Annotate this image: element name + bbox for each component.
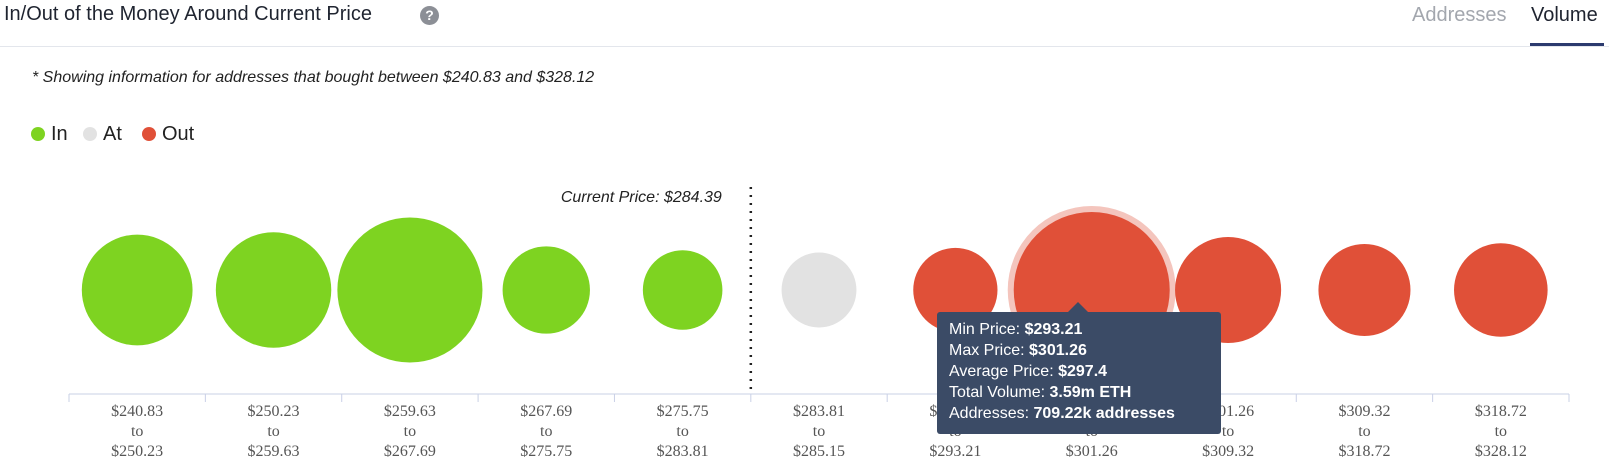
x-tick-label: $328.12 (1475, 443, 1527, 460)
bubble-out[interactable] (913, 247, 998, 333)
x-tick-label: to (676, 423, 688, 440)
x-tick-label: $275.75 (520, 443, 572, 460)
x-tick-label: $267.69 (520, 403, 572, 420)
tooltip-row-addresses: Addresses: 709.22k addresses (949, 405, 1175, 422)
legend-dot-in (31, 127, 45, 141)
x-tick-label: to (267, 423, 279, 440)
current-price-label: Current Price: $284.39 (561, 189, 722, 206)
chart-header: In/Out of the Money Around Current Price… (0, 0, 1609, 47)
x-tick-label: $275.75 (657, 403, 709, 420)
x-tick-label: to (1495, 423, 1507, 440)
bubble-out[interactable] (1454, 243, 1548, 337)
x-tick-label: to (1358, 423, 1370, 440)
legend-dot-at (83, 127, 97, 141)
legend-label-at: At (103, 123, 122, 145)
x-tick-label: $301.26 (1066, 443, 1118, 460)
tab-addresses[interactable]: Addresses (1412, 4, 1507, 26)
x-tick-label: $259.63 (384, 403, 436, 420)
bubble-in[interactable] (337, 217, 483, 363)
tooltip-row-total-volume: Total Volume: 3.59m ETH (949, 384, 1132, 401)
legend-dot-out (142, 127, 156, 141)
x-tick-label: to (1222, 423, 1234, 440)
tooltip-row-max-price: Max Price: $301.26 (949, 342, 1087, 359)
x-tick-label: $240.83 (111, 403, 163, 420)
x-tick-label: $309.32 (1202, 443, 1254, 460)
bubble-out[interactable] (1318, 243, 1411, 337)
x-tick-label: $267.69 (384, 443, 436, 460)
range-note: * Showing information for addresses that… (32, 69, 595, 86)
x-tick-label: to (131, 423, 143, 440)
x-tick-label: $283.81 (657, 443, 709, 460)
question-circle-icon[interactable]: ? (420, 6, 439, 25)
bubble-in[interactable] (502, 246, 590, 334)
x-tick-label: $250.23 (111, 443, 163, 460)
legend-label-in: In (51, 123, 68, 145)
tab-volume[interactable]: Volume (1531, 4, 1598, 26)
x-tick-label: $259.63 (248, 443, 300, 460)
bubble-at[interactable] (781, 252, 857, 328)
x-tick-label: $250.23 (248, 403, 300, 420)
tooltip-row-min-price: Min Price: $293.21 (949, 321, 1083, 338)
bubble-in[interactable] (215, 232, 332, 348)
x-tick-label: $318.72 (1475, 403, 1527, 420)
x-tick-label: $283.81 (793, 403, 845, 420)
active-tab-indicator (1530, 43, 1604, 46)
tooltip-row-average-price: Average Price: $297.4 (949, 363, 1108, 380)
x-tick-label: $309.32 (1338, 403, 1390, 420)
x-tick-label: $318.72 (1338, 443, 1390, 460)
x-tick-label: to (813, 423, 825, 440)
tooltip-arrow (1068, 302, 1088, 312)
x-tick-label: $285.15 (793, 443, 845, 460)
x-tick-label: to (404, 423, 416, 440)
bubble-in[interactable] (642, 250, 723, 330)
tooltip: Min Price: $293.21 Max Price: $301.26 Av… (937, 312, 1221, 434)
x-tick-label: $293.21 (929, 443, 981, 460)
legend-label-out: Out (162, 123, 195, 145)
bubble-in[interactable] (81, 234, 193, 346)
chart-title: In/Out of the Money Around Current Price (4, 3, 372, 25)
x-tick-label: to (540, 423, 552, 440)
